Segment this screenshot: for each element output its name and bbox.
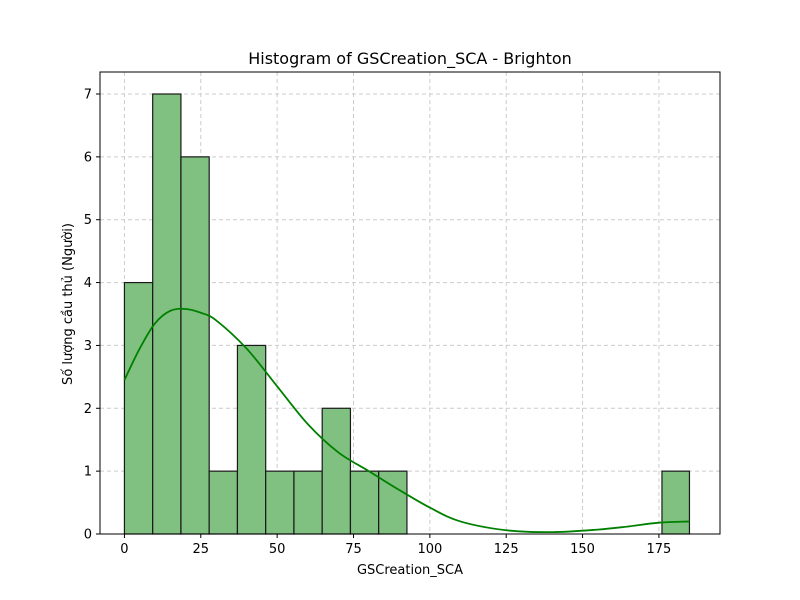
- chart-title: Histogram of GSCreation_SCA - Brighton: [248, 49, 572, 69]
- histogram-bar-1: [152, 93, 182, 535]
- kde-layer: [123, 307, 690, 534]
- x-tick-label-3: 75: [345, 542, 362, 557]
- histogram-bar-6: [293, 470, 323, 535]
- x-tick-label-5: 125: [494, 542, 519, 557]
- x-axis-ticks: 0 25 50 75 100 125 150 175: [120, 534, 671, 557]
- histogram-bar-9: [378, 470, 408, 535]
- bars-layer: [123, 93, 691, 535]
- x-tick-label-0: 0: [120, 542, 128, 557]
- x-tick-label-6: 150: [570, 542, 595, 557]
- histogram-bar-7: [321, 407, 352, 535]
- plot-frame: [99, 71, 721, 535]
- y-tick-label-1: 1: [84, 465, 92, 480]
- histogram-bar-4: [236, 344, 267, 535]
- histogram-bar-5: [265, 470, 295, 535]
- y-tick-label-0: 0: [84, 528, 92, 543]
- y-tick-label-7: 7: [84, 88, 92, 103]
- y-axis-label: Số lượng cầu thủ (Người): [61, 223, 76, 385]
- y-tick-label-3: 3: [84, 339, 92, 354]
- x-tick-label-1: 25: [193, 542, 210, 557]
- histogram-bar-10: [661, 470, 691, 535]
- x-axis-label: GSCreation_SCA: [357, 563, 463, 578]
- x-tick-label-4: 100: [417, 542, 442, 557]
- grid-layer: [100, 72, 720, 535]
- y-tick-label-4: 4: [84, 276, 92, 291]
- histogram-bar-2: [180, 156, 210, 535]
- histogram-bar-3: [208, 470, 239, 535]
- x-tick-label-2: 50: [269, 542, 286, 557]
- y-tick-label-2: 2: [84, 402, 92, 417]
- y-tick-label-6: 6: [84, 150, 92, 165]
- histogram-bar-0: [123, 281, 154, 535]
- y-tick-label-5: 5: [84, 213, 92, 228]
- histogram-bar-8: [349, 470, 380, 535]
- kde-line: [123, 307, 690, 534]
- y-axis-ticks: 0 1 2 3 4 5 6 7: [84, 88, 100, 543]
- x-tick-label-7: 175: [647, 542, 672, 557]
